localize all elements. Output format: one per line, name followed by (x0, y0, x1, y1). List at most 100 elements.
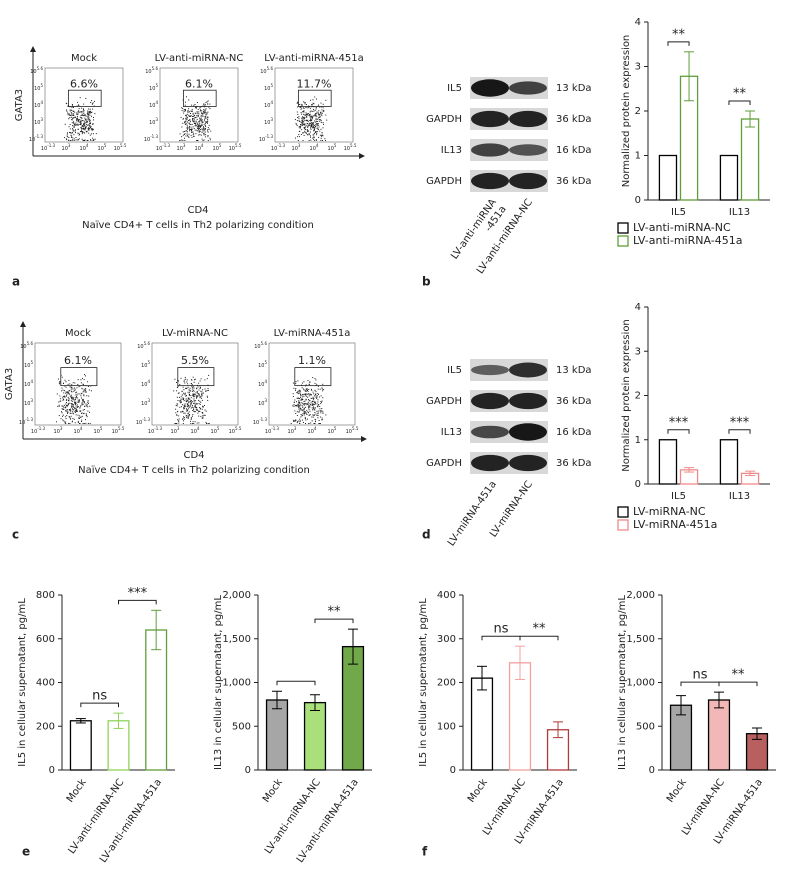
flow-dot (197, 130, 199, 132)
flow-dot (80, 119, 82, 121)
blot-size: 36 kDa (556, 114, 592, 125)
flow-x-tick: 105 (328, 143, 337, 152)
tick-exp: -1.3 (47, 143, 55, 148)
flow-dot (190, 407, 192, 409)
flow-dot (204, 109, 206, 111)
flow-dot (180, 411, 182, 413)
flow-dot (198, 126, 200, 128)
flow-y-tick: 105.6 (20, 341, 33, 350)
flow-dot (317, 417, 319, 419)
flow-dot (89, 405, 91, 407)
flow-dot (202, 392, 204, 394)
flow-dot (178, 418, 180, 420)
flow-dot (59, 383, 61, 385)
flow-dot (321, 419, 323, 421)
flow-dot (92, 108, 94, 110)
flow-dot (299, 391, 301, 393)
flow-dot (187, 403, 189, 405)
flow-dot (70, 412, 72, 414)
flow-dot (89, 122, 91, 124)
flow-dot (204, 118, 206, 120)
flow-dot (72, 129, 74, 131)
flow-dot (66, 392, 68, 393)
flow-dot (299, 409, 301, 411)
flow-dot (190, 128, 192, 130)
flow-dot (179, 401, 181, 403)
flow-dot (307, 390, 308, 391)
flow-dot (319, 408, 321, 410)
flow-dot (304, 132, 306, 133)
flow-dot (307, 401, 309, 403)
tick-base: 10 (308, 429, 314, 435)
flow-dot (73, 123, 75, 125)
flow-dot (71, 132, 73, 134)
flow-dot (94, 100, 95, 102)
flow-dot (322, 140, 323, 141)
flow-dot (303, 410, 305, 412)
flow-dot (85, 422, 87, 424)
flow-dot (191, 116, 193, 117)
flow-dot (85, 98, 87, 99)
flow-dot (319, 114, 321, 116)
flow-dot (315, 107, 317, 108)
flow-dot (88, 119, 90, 121)
flow-dot (72, 137, 74, 139)
flow-dot (93, 105, 95, 107)
flow-dot (192, 393, 194, 395)
flow-dot (85, 127, 87, 129)
blot-band (509, 144, 547, 156)
flow-dot (197, 113, 199, 115)
flow-dot (84, 390, 86, 392)
flow-dot (303, 403, 305, 405)
flow-x-tick: 10-1.3 (148, 426, 163, 435)
flow-dot (67, 411, 69, 413)
flow-dot (307, 411, 309, 413)
flow-dot (85, 375, 86, 377)
flow-dot (183, 412, 185, 414)
flow-dot (200, 390, 202, 392)
flow-dot (89, 114, 91, 116)
flow-dot (74, 111, 76, 113)
flow-dot (176, 414, 178, 416)
flow-dot (72, 114, 74, 116)
flow-dot (300, 125, 302, 127)
flow-dot (315, 394, 317, 396)
flow-dot (71, 398, 73, 400)
tick-exp: 3 (183, 143, 186, 148)
flow-dot (317, 401, 319, 403)
flow-dot (188, 114, 190, 116)
x-tick-label: Mock (65, 777, 89, 805)
flow-dot (306, 123, 308, 125)
flow-y-tick: 104 (258, 379, 267, 388)
flow-dot (310, 120, 312, 122)
flow-dot (86, 416, 88, 418)
flow-dot (302, 117, 304, 119)
flow-dot (315, 393, 317, 395)
panel-label: f (422, 845, 428, 859)
panel-label: a (12, 275, 20, 289)
flow-dot (89, 111, 91, 113)
flow-dot (175, 408, 177, 410)
flow-dot (309, 116, 311, 118)
flow-dot (311, 397, 313, 399)
flow-dot (301, 104, 303, 106)
flow-dot (180, 402, 182, 404)
flow-dot (83, 128, 85, 130)
flow-dot (310, 125, 312, 127)
flow-dot (83, 390, 85, 392)
flow-dot (200, 415, 202, 417)
flow-dot (79, 417, 80, 419)
flow-dot (311, 388, 312, 390)
flow-dot (185, 101, 186, 103)
y-axis-label: Normalized protein expression (621, 319, 632, 472)
flow-dot (82, 124, 84, 126)
flow-dot (298, 121, 300, 122)
flow-dot (317, 113, 319, 115)
flow-dot (296, 120, 298, 122)
flow-dot (192, 414, 194, 416)
flow-dot (71, 140, 73, 141)
flow-plot (34, 342, 122, 426)
flow-dot (314, 390, 316, 392)
flow-dot (182, 397, 184, 399)
flow-dot (307, 396, 309, 398)
